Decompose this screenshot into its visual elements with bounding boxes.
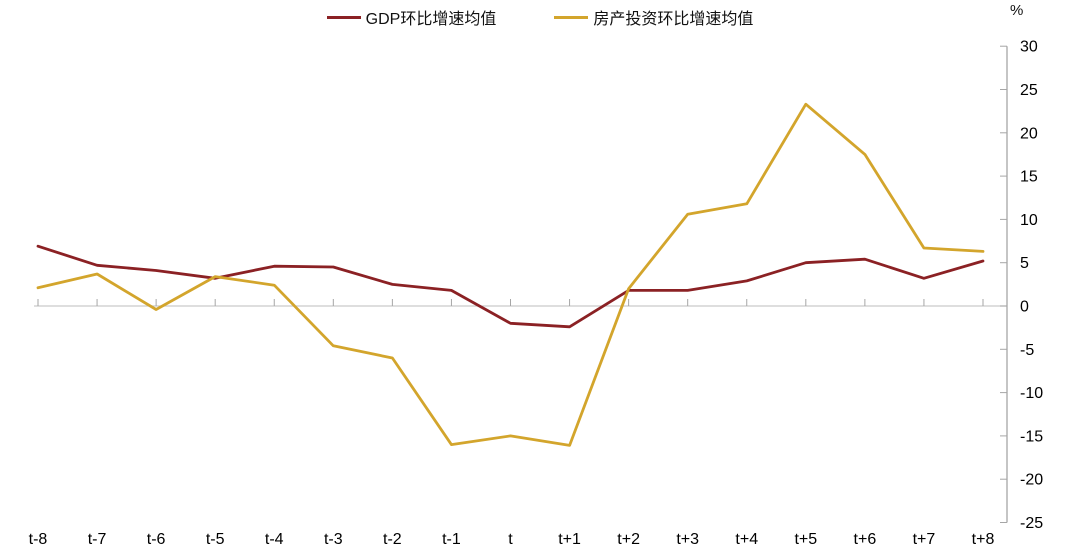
y-tick-label: 0 [1020,299,1029,316]
legend-swatch-property-investment [554,15,589,19]
y-tick-label: 25 [1020,82,1038,99]
x-tick-label: t-4 [265,531,284,548]
x-tick-label: t+5 [794,531,817,548]
y-tick-label: 30 [1020,39,1038,56]
x-tick-label: t-1 [442,531,461,548]
gdp-line [36,244,985,329]
legend-item-property-investment: 房产投资环比增速均值 [554,5,753,29]
x-tick-label: t [508,531,513,548]
x-tick-label: t-8 [29,531,48,548]
legend-label-gdp: GDP环比增速均值 [365,11,497,28]
x-tick-label: t+7 [913,531,936,548]
x-tick-label: t-5 [206,531,225,548]
x-tick-label: t+3 [676,531,699,548]
y-tick-label: -20 [1020,472,1043,489]
y-tick-label: 20 [1020,125,1038,142]
legend-label-property-investment: 房产投资环比增速均值 [593,11,754,28]
x-tick-label: t+4 [735,531,758,548]
y-tick-label: -10 [1020,385,1043,402]
chart-legend: GDP环比增速均值 房产投资环比增速均值 [0,5,1080,29]
y-tick-label: 5 [1020,255,1029,272]
y-axis-unit-label: % [1010,2,1024,19]
x-tick-label: t+8 [972,531,995,548]
y-tick-label: -15 [1020,428,1043,445]
x-tick-label: t-3 [324,531,343,548]
x-tick-label: t-6 [147,531,166,548]
y-tick-label: 10 [1020,212,1038,229]
x-tick-label: t+6 [854,531,877,548]
y-tick-label: -5 [1020,342,1034,359]
y-tick-label: -25 [1020,515,1043,532]
x-tick-label: t+2 [617,531,640,548]
x-tick-label: t-2 [383,531,402,548]
y-tick-label: 15 [1020,169,1038,186]
legend-swatch-gdp [326,15,361,19]
legend-item-gdp: GDP环比增速均值 [326,5,497,29]
x-tick-label: t+1 [558,531,581,548]
property-investment-line [36,102,985,447]
x-tick-label: t-7 [88,531,107,548]
